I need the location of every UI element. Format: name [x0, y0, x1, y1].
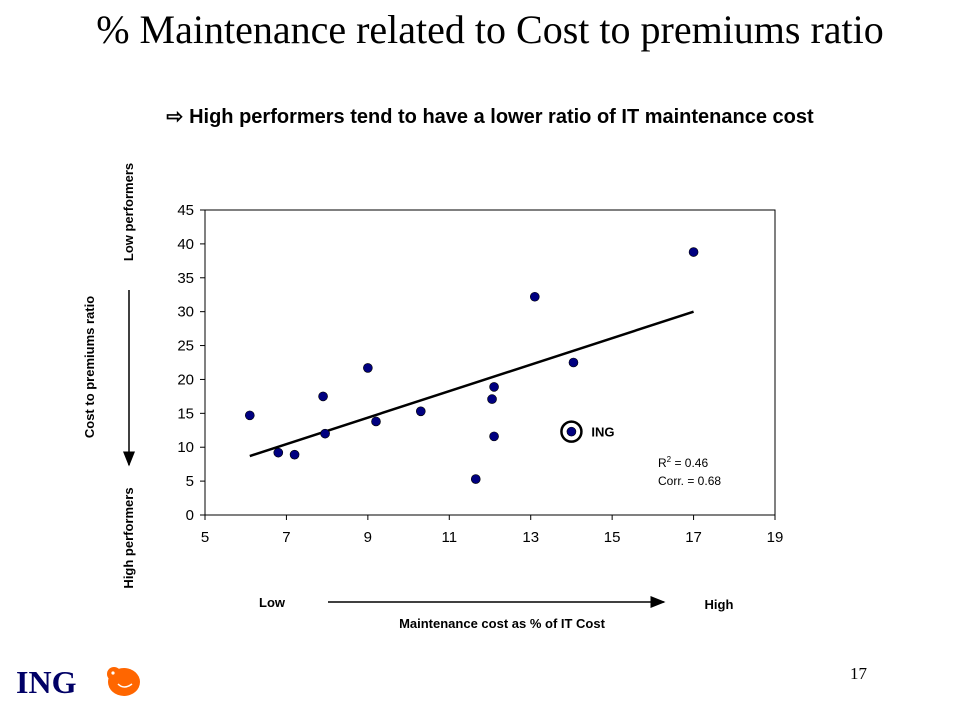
data-point — [415, 406, 426, 417]
y-top-label: Low performers — [121, 163, 136, 261]
y-tick-label: 5 — [186, 473, 194, 490]
data-point — [487, 394, 497, 404]
data-point — [489, 382, 499, 392]
x-tick-label: 17 — [685, 529, 702, 546]
y-tick-label: 35 — [177, 270, 194, 287]
slide-title: % Maintenance related to Cost to premium… — [96, 7, 884, 52]
data-point — [320, 428, 330, 439]
x-tick-label: 9 — [364, 529, 372, 546]
x-low-label: Low — [259, 595, 286, 610]
data-point — [529, 291, 540, 302]
data-point — [289, 449, 300, 460]
plot-area — [204, 209, 776, 516]
y-tick-label: 25 — [177, 338, 194, 355]
x-axis-title: Maintenance cost as % of IT Cost — [399, 616, 606, 631]
data-point — [318, 391, 328, 402]
correlation-annotation: Corr. = 0.68 — [658, 474, 721, 488]
y-tick-label: 20 — [177, 371, 194, 388]
y-tick-label: 15 — [177, 405, 194, 422]
hollow-right-arrow-icon: ⇨ — [166, 106, 184, 128]
y-tick-label: 45 — [177, 202, 194, 219]
data-point — [470, 474, 481, 484]
x-high-label: High — [705, 597, 734, 612]
x-tick-label: 19 — [767, 529, 784, 546]
data-point — [273, 447, 284, 458]
r-squared-annotation: R2 = 0.46 — [658, 455, 708, 470]
data-point — [363, 363, 373, 373]
slide-subtitle: ⇨ High performers tend to have a lower ra… — [0, 104, 960, 129]
data-point — [688, 247, 699, 257]
subtitle-text: High performers tend to have a lower rat… — [189, 106, 814, 128]
svg-text:ING: ING — [16, 664, 77, 700]
x-tick-label: 5 — [201, 529, 209, 546]
y-axis-title: Cost to premiums ratio — [82, 296, 97, 438]
data-point — [244, 410, 255, 421]
data-point — [568, 357, 579, 368]
ing-point-label: ING — [591, 425, 614, 440]
ing-lion-logo: ING — [16, 664, 140, 700]
x-tick-label: 15 — [604, 529, 621, 546]
page-number: 17 — [850, 664, 867, 683]
x-tick-label: 13 — [522, 529, 539, 546]
y-tick-label: 0 — [186, 507, 194, 524]
y-bottom-label: High performers — [121, 487, 136, 588]
x-tick-label: 11 — [441, 529, 457, 546]
data-point — [489, 431, 499, 442]
y-tick-label: 10 — [177, 439, 194, 456]
chart-marks: ING — [244, 247, 699, 484]
ing-data-point — [566, 426, 577, 437]
data-point — [371, 416, 381, 427]
y-tick-label: 40 — [177, 236, 194, 253]
ing-logo: ING — [14, 660, 144, 700]
y-tick-label: 30 — [177, 304, 194, 321]
x-tick-label: 7 — [282, 529, 290, 546]
